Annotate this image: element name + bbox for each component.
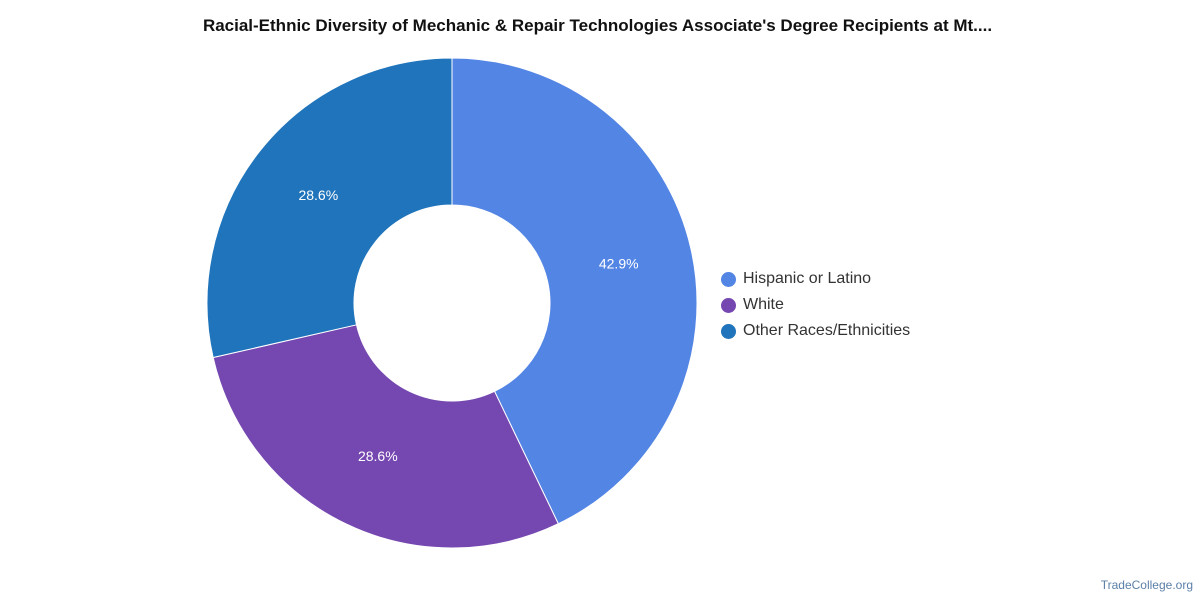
- legend-swatch-icon: [721, 323, 736, 339]
- donut-slice-white[interactable]: [212, 324, 559, 549]
- legend-label: Other Races/Ethnicities: [743, 322, 911, 339]
- legend-label: White: [743, 296, 784, 313]
- legend-swatch-icon: [721, 271, 736, 287]
- donut-slice-other-races-ethnicities[interactable]: [206, 57, 453, 359]
- donut-slice-hispanic-or-latino[interactable]: [451, 57, 698, 525]
- legend-item-white[interactable]: White: [721, 292, 910, 318]
- chart-title: Racial-Ethnic Diversity of Mechanic & Re…: [202, 16, 993, 35]
- watermark-link[interactable]: TradeCollege.org: [1100, 578, 1193, 592]
- slice-value-label: 28.6%: [298, 187, 338, 203]
- slice-value-label: 42.9%: [599, 256, 639, 272]
- legend-label: Hispanic or Latino: [743, 270, 872, 287]
- legend-item-other-races-ethnicities[interactable]: Other Races/Ethnicities: [721, 318, 910, 344]
- chart-legend: Hispanic or Latino White Other Races/Eth…: [721, 266, 910, 344]
- slice-value-label: 28.6%: [358, 448, 398, 464]
- legend-item-hispanic-or-latino[interactable]: Hispanic or Latino: [721, 266, 910, 292]
- legend-swatch-icon: [721, 297, 736, 313]
